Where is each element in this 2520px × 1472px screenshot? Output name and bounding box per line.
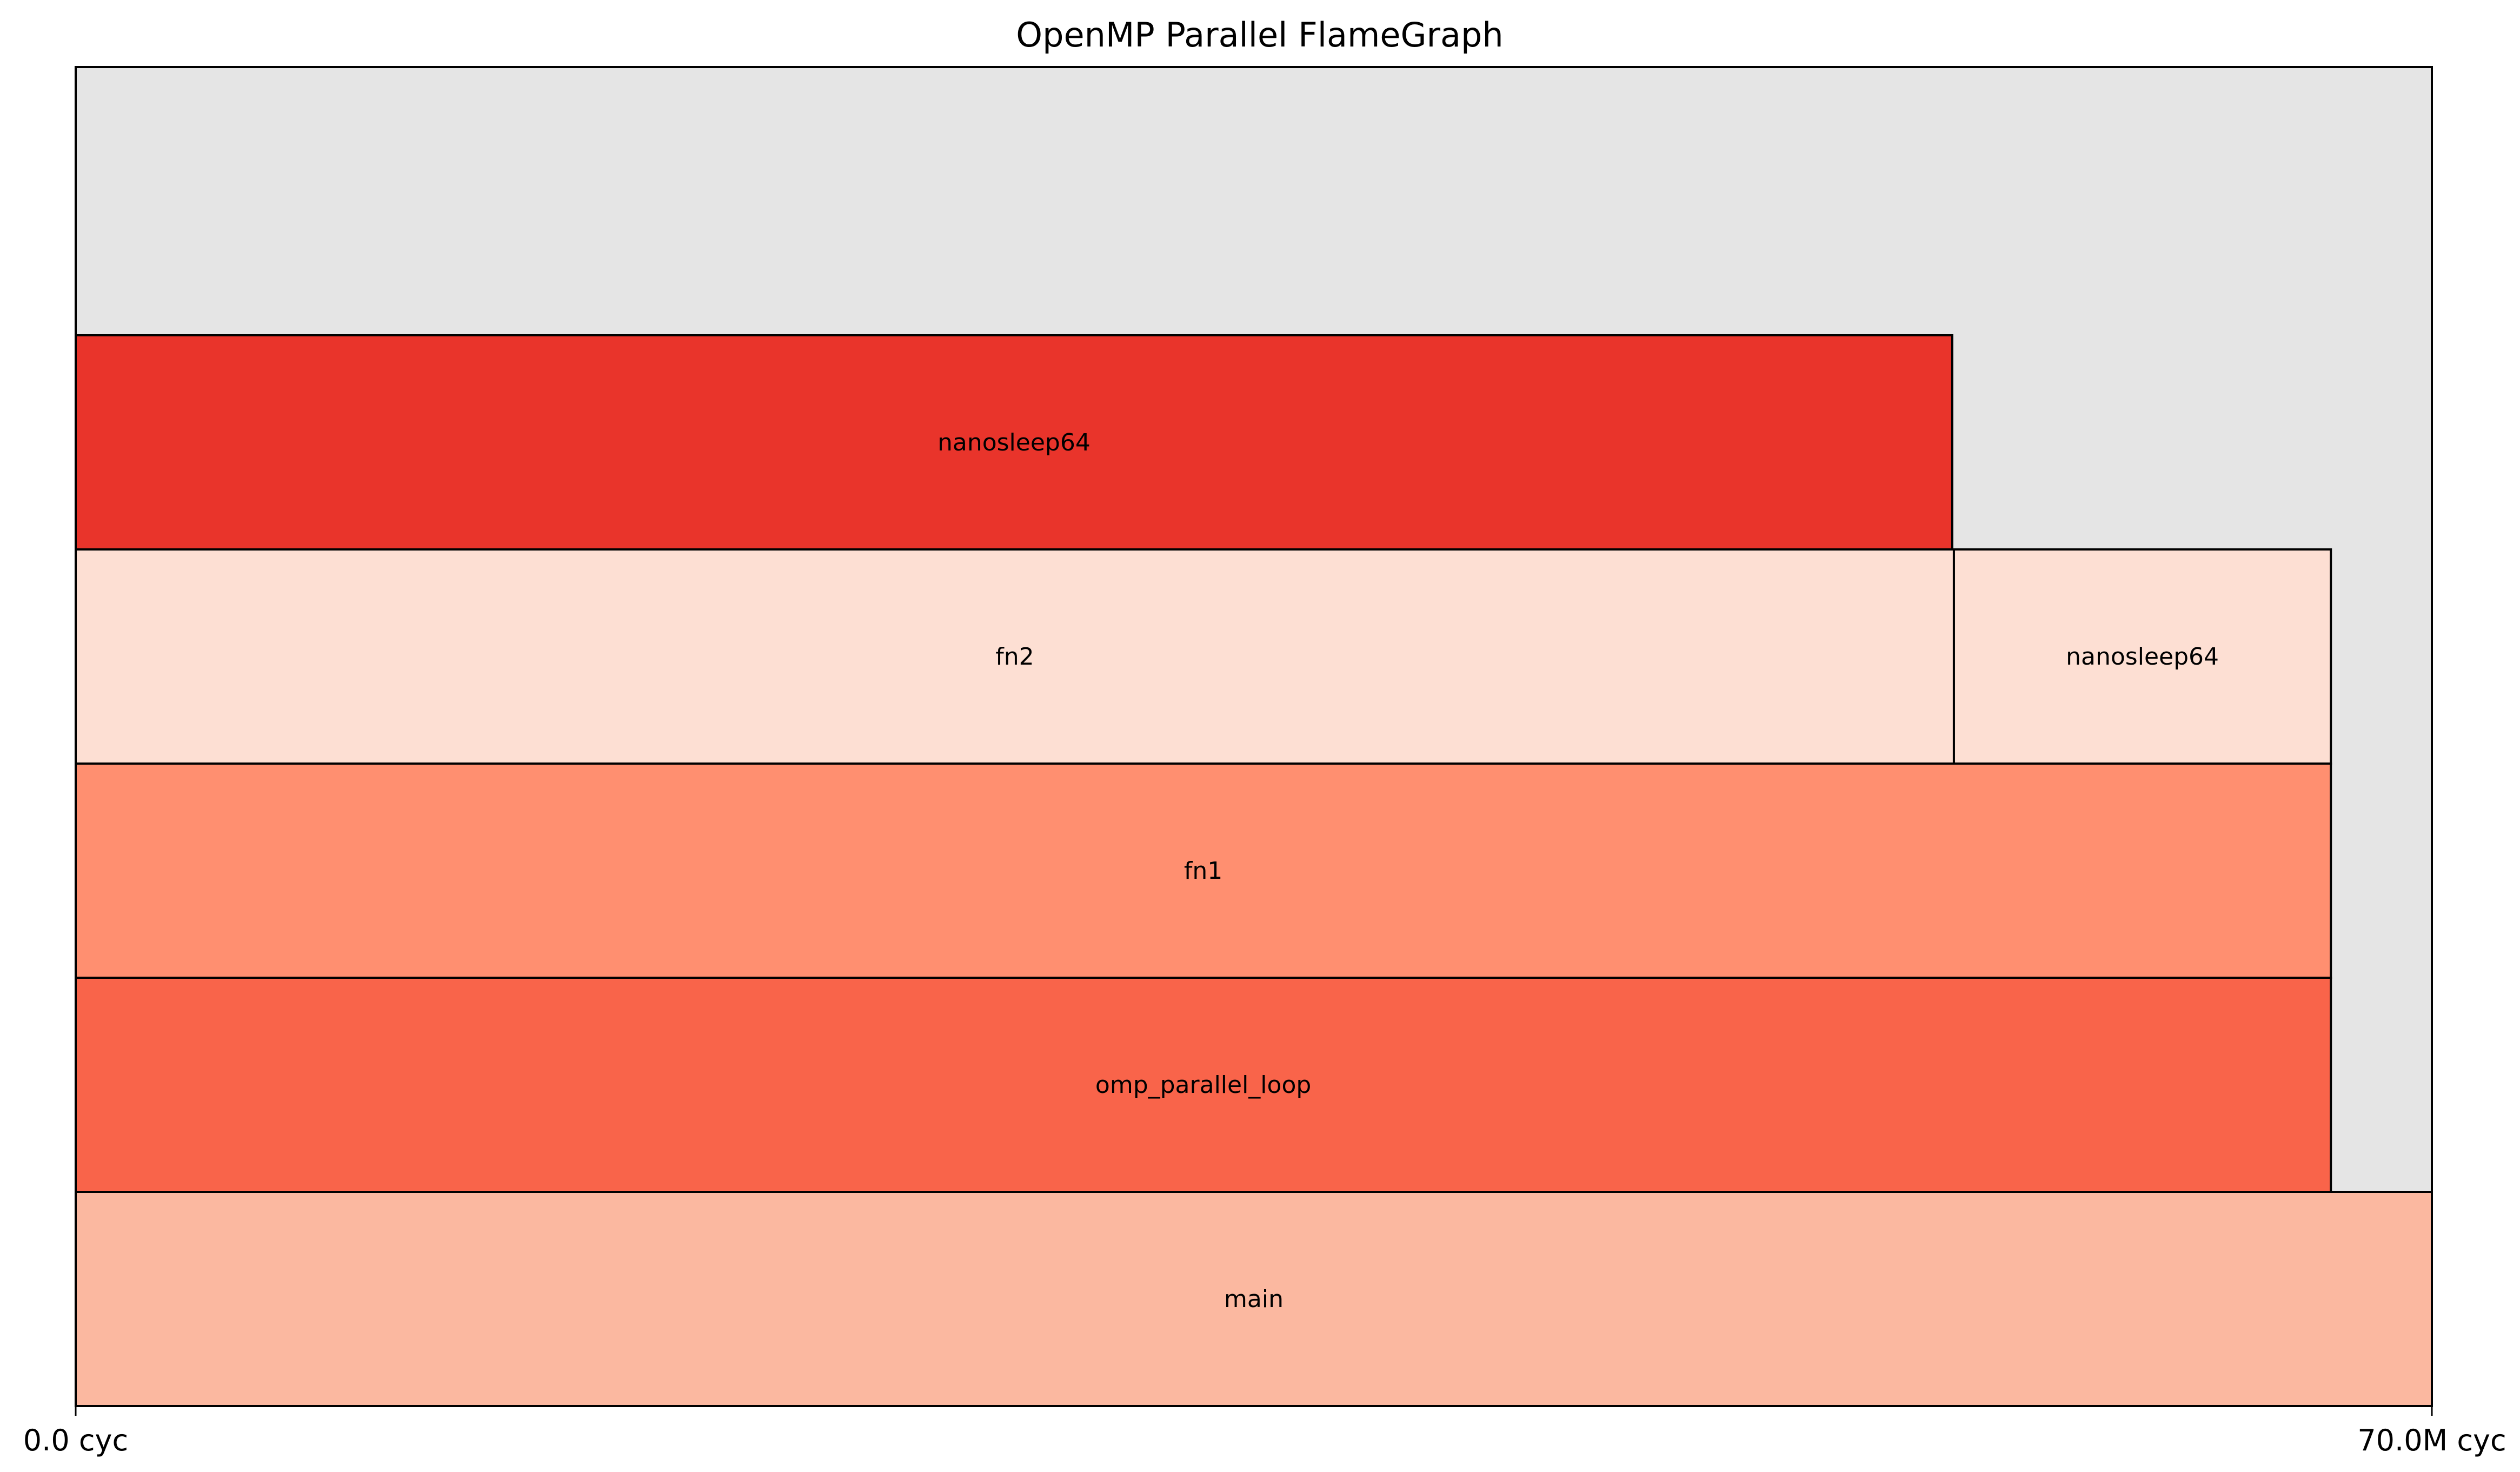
frame-label-omp-parallel-loop-1: omp_parallel_loop — [1095, 1071, 1311, 1099]
plot-frame — [75, 66, 2433, 1407]
frame-bar-nanosleep64-4[interactable] — [1952, 548, 2332, 765]
chart-title: OpenMP Parallel FlameGraph — [1016, 15, 1503, 55]
x-tick-label-start: 0.0 cyc — [23, 1423, 128, 1457]
frame-label-fn2-3: fn2 — [995, 643, 1034, 671]
x-tick-label-end: 70.0M cyc — [2357, 1423, 2506, 1457]
frame-bar-fn1-2[interactable] — [75, 762, 2332, 979]
frame-bar-nanosleep64-5[interactable] — [75, 334, 1953, 551]
frame-label-main-0: main — [1224, 1285, 1284, 1313]
frame-label-fn1-2: fn1 — [1184, 857, 1222, 885]
frame-label-nanosleep64-5: nanosleep64 — [937, 429, 1091, 456]
frame-bar-main-0[interactable] — [75, 1191, 2433, 1407]
frame-label-nanosleep64-4: nanosleep64 — [2066, 643, 2219, 671]
frames-layer: main omp_parallel_loop fn1 fn2 nanosleep64 na… — [75, 334, 2433, 1407]
frame-bar-omp-parallel-loop-1[interactable] — [75, 977, 2332, 1193]
